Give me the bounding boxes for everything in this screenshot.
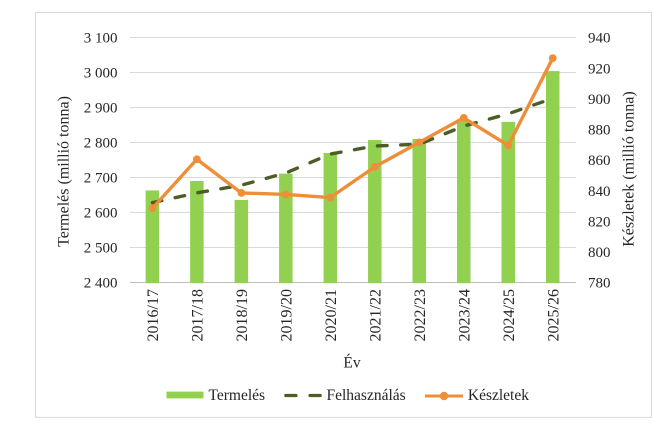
svg-text:2 800: 2 800 bbox=[84, 136, 118, 152]
svg-text:3 000: 3 000 bbox=[84, 66, 118, 82]
svg-text:2020/21: 2020/21 bbox=[323, 289, 340, 341]
svg-text:2017/18: 2017/18 bbox=[190, 289, 207, 341]
svg-text:920: 920 bbox=[588, 61, 611, 77]
svg-text:820: 820 bbox=[588, 214, 611, 230]
svg-text:Év: Év bbox=[343, 355, 360, 372]
svg-text:860: 860 bbox=[588, 153, 611, 169]
svg-text:940: 940 bbox=[588, 31, 611, 47]
svg-text:800: 800 bbox=[588, 245, 611, 261]
svg-text:2025/26: 2025/26 bbox=[545, 289, 562, 341]
svg-text:2 700: 2 700 bbox=[84, 171, 118, 187]
svg-text:880: 880 bbox=[588, 123, 611, 139]
svg-text:2 600: 2 600 bbox=[84, 206, 118, 222]
svg-text:Termelés (millió tonna): Termelés (millió tonna) bbox=[55, 96, 72, 247]
svg-text:Felhasználás: Felhasználás bbox=[327, 387, 406, 404]
svg-text:840: 840 bbox=[588, 184, 611, 200]
svg-text:780: 780 bbox=[588, 276, 611, 292]
svg-text:3 100: 3 100 bbox=[84, 31, 118, 47]
svg-text:2016/17: 2016/17 bbox=[145, 289, 162, 341]
svg-text:Termelés: Termelés bbox=[209, 387, 266, 404]
svg-text:900: 900 bbox=[588, 92, 611, 108]
svg-text:2023/24: 2023/24 bbox=[457, 289, 474, 341]
svg-text:Készletek: Készletek bbox=[468, 387, 529, 404]
svg-text:2022/23: 2022/23 bbox=[412, 289, 429, 341]
svg-text:2021/22: 2021/22 bbox=[368, 289, 385, 341]
svg-text:2 500: 2 500 bbox=[84, 241, 118, 257]
svg-text:2 900: 2 900 bbox=[84, 101, 118, 117]
svg-text:2018/19: 2018/19 bbox=[234, 289, 251, 341]
svg-text:2 400: 2 400 bbox=[84, 276, 118, 292]
svg-text:2019/20: 2019/20 bbox=[279, 289, 296, 341]
svg-text:Készletek (millió tonna): Készletek (millió tonna) bbox=[621, 91, 638, 247]
svg-text:2024/25: 2024/25 bbox=[501, 289, 518, 341]
